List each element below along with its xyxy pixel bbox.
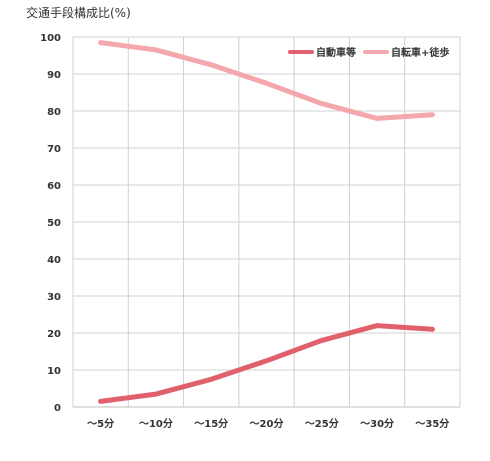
- x-tick-label: 〜20分: [250, 417, 284, 430]
- y-tick-label: 100: [40, 33, 61, 44]
- y-tick-label: 10: [47, 366, 61, 377]
- x-tick-label: 〜5分: [87, 417, 114, 430]
- series-line: [98, 323, 435, 404]
- series-lines: [98, 40, 435, 404]
- x-tick-label: 〜10分: [139, 417, 173, 430]
- y-tick-label: 20: [47, 329, 61, 340]
- y-tick-label: 70: [47, 144, 61, 155]
- y-tick-label: 60: [47, 181, 61, 192]
- y-tick-label: 90: [47, 70, 61, 81]
- y-axis-title: 交通手段構成比(%): [26, 6, 131, 20]
- x-tick-label: 〜30分: [360, 417, 394, 430]
- legend-label: 自転車+徒歩: [391, 46, 449, 59]
- legend: 自動車等 自転車+徒歩: [288, 46, 449, 59]
- y-tick-label: 40: [47, 255, 61, 266]
- y-tick-label: 30: [47, 292, 61, 303]
- series-line: [98, 40, 435, 121]
- grid: [72, 36, 461, 408]
- y-tick-label: 80: [47, 107, 61, 118]
- x-tick-label: 〜25分: [305, 417, 339, 430]
- legend-label: 自動車等: [316, 46, 356, 59]
- axes: 0 10 20 30 40 50 60 70 80 90 100 〜5分 〜10分 〜15分 〜20分 〜25…: [40, 33, 460, 430]
- y-tick-label: 0: [54, 403, 61, 414]
- y-tick-label: 50: [47, 218, 61, 229]
- x-tick-label: 〜15分: [194, 417, 228, 430]
- x-tick-label: 〜35分: [415, 417, 449, 430]
